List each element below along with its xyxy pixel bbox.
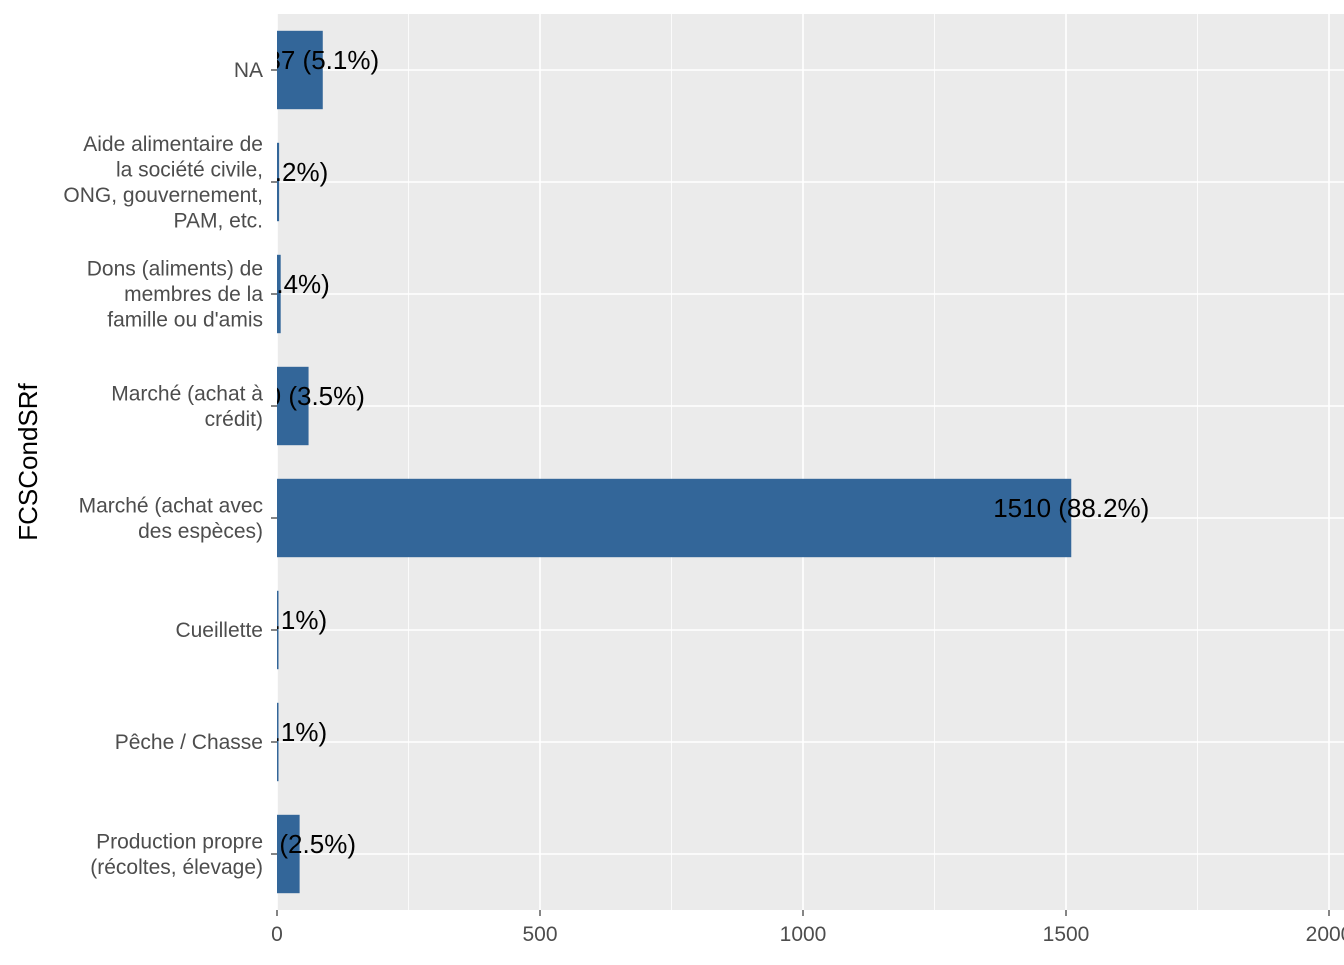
- y-tick-label: Production propre (récoltes, élevage): [90, 830, 263, 879]
- x-tick-label: 500: [522, 923, 557, 946]
- data-label: 87 (5.1%): [266, 45, 379, 75]
- data-label: 2 (0.1%): [229, 717, 327, 747]
- y-tick-label-line: (récoltes, élevage): [90, 856, 263, 879]
- y-tick-label-line: Marché (achat à: [111, 382, 263, 405]
- data-label: 2 (0.1%): [229, 605, 327, 635]
- data-labels: 87 (5.1%) 4 (0.2%) 7 (0.4%) 60 (3.5%) 1510 (…: [229, 45, 1149, 859]
- y-tick-label: Marché (achat à crédit): [111, 382, 263, 431]
- x-tick-label: 0: [271, 923, 283, 946]
- y-tick-label-line: membres de la: [124, 283, 263, 306]
- y-tick-label-line: Dons (aliments) de: [87, 258, 263, 281]
- y-tick-label-line: PAM, etc.: [174, 209, 263, 232]
- data-label: 4 (0.2%): [230, 157, 328, 187]
- y-tick-label-line: Production propre: [96, 830, 263, 853]
- y-tick-label: Dons (aliments) de membres de la famille o…: [87, 258, 264, 332]
- x-tick-label: 2000: [1306, 923, 1344, 946]
- data-label: 1510 (88.2%): [993, 493, 1149, 523]
- y-tick-label-line: NA: [234, 59, 263, 82]
- y-tick-label: Marché (achat avec des espèces): [79, 494, 263, 543]
- y-tick-label: Cueillette: [175, 619, 263, 642]
- y-tick-label: Aide alimentaire de la société civile, ONG…: [63, 133, 263, 233]
- bar: [277, 814, 300, 894]
- y-tick-label-line: la société civile,: [116, 158, 263, 181]
- data-label: 60 (3.5%): [252, 381, 365, 411]
- bars: [277, 30, 1072, 894]
- bar: [277, 30, 323, 110]
- x-axis: 0 500 1000 1500 2000: [271, 910, 1344, 946]
- bar: [277, 366, 309, 446]
- y-axis-title: FCSCondSRf: [13, 382, 43, 540]
- y-tick-label-line: famille ou d'amis: [107, 309, 263, 332]
- y-tick-label: NA: [234, 59, 263, 82]
- y-tick-label-line: Pêche / Chasse: [115, 731, 263, 754]
- data-label: 7 (0.4%): [232, 269, 330, 299]
- y-tick-label-line: des espèces): [138, 520, 263, 543]
- bar: [277, 702, 279, 782]
- y-axis: NA Aide alimentaire de la société civile, O…: [63, 59, 277, 879]
- bar: [277, 478, 1072, 558]
- y-tick-label-line: Cueillette: [175, 619, 263, 642]
- bar: [277, 254, 281, 334]
- bar: [277, 590, 279, 670]
- y-tick-label-line: Aide alimentaire de: [83, 133, 263, 156]
- y-tick-label-line: Marché (achat avec: [79, 494, 263, 517]
- data-label: 43 (2.5%): [243, 829, 356, 859]
- plot-panel: [277, 14, 1344, 910]
- y-tick-label-line: ONG, gouvernement,: [63, 184, 263, 207]
- bar: [277, 142, 280, 222]
- x-tick-label: 1000: [780, 923, 827, 946]
- y-tick-label: Pêche / Chasse: [115, 731, 263, 754]
- y-tick-label-line: crédit): [205, 408, 263, 431]
- x-tick-label: 1500: [1043, 923, 1090, 946]
